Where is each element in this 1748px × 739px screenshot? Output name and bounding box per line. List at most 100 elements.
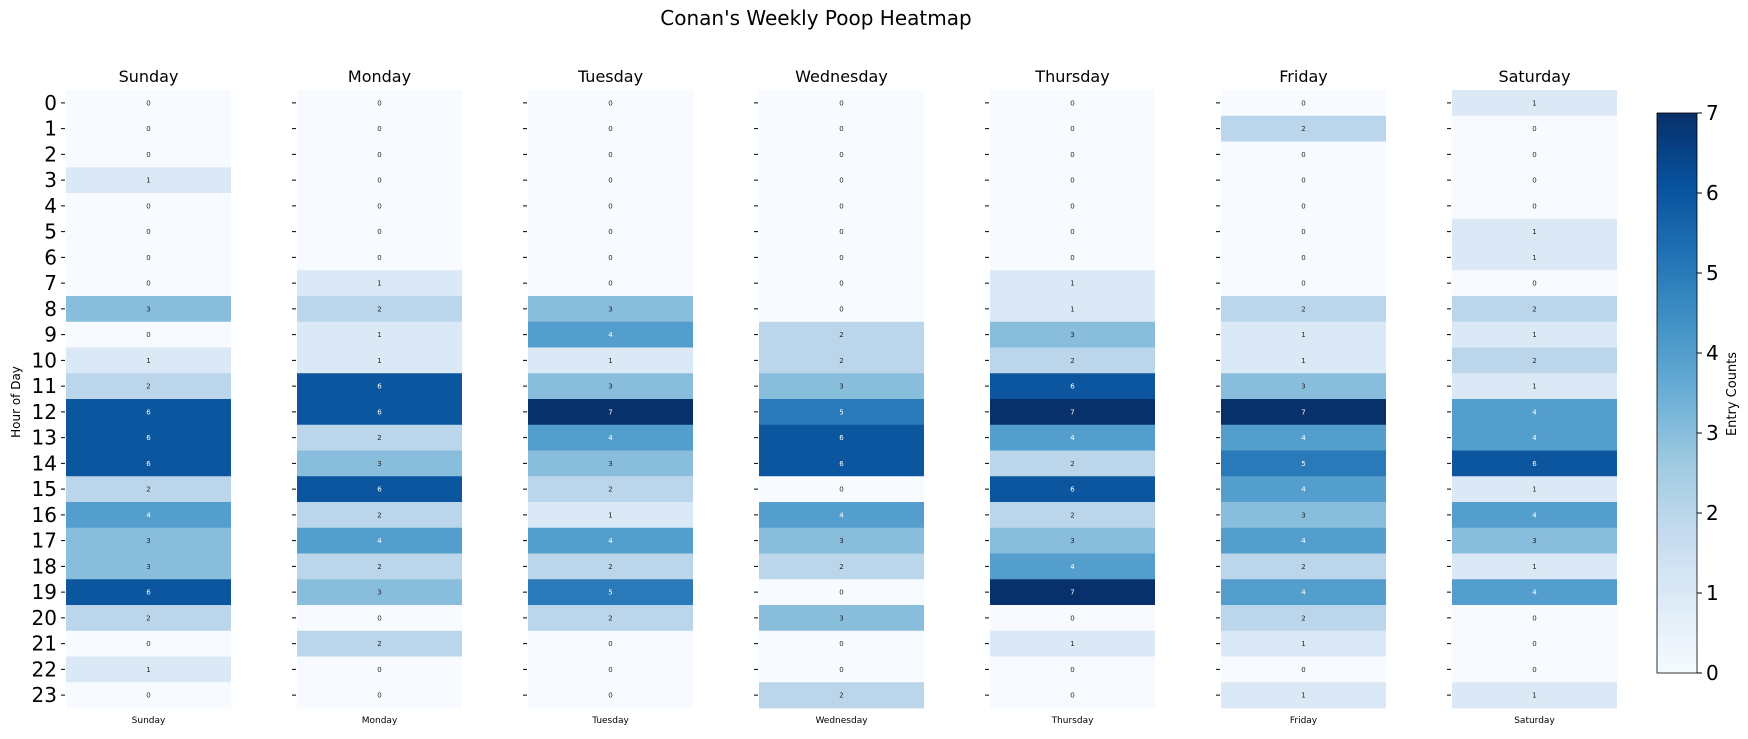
colorbar-gradient-slice — [1657, 141, 1697, 146]
heatmap-cell — [1452, 218, 1617, 245]
heatmap-cell — [759, 502, 924, 529]
colorbar-gradient-slice — [1657, 277, 1697, 282]
hour-tick-label: 12 — [32, 400, 57, 424]
x-tick-label: Thursday — [1051, 716, 1095, 726]
cell-value-label: 6 — [1532, 460, 1537, 468]
heatmap-cell — [990, 167, 1155, 194]
colorbar-tick-label: 0 — [1706, 661, 1719, 685]
colorbar-gradient-slice — [1657, 573, 1697, 578]
cell-value-label: 0 — [1070, 692, 1074, 700]
colorbar-gradient-slice — [1657, 565, 1697, 570]
colorbar-gradient-slice — [1657, 245, 1697, 250]
heatmap-cell — [66, 321, 231, 348]
colorbar-gradient-slice — [1657, 205, 1697, 210]
heatmap-cell — [1452, 373, 1617, 400]
cell-value-label: 4 — [608, 537, 613, 545]
heatmap-cell — [759, 630, 924, 657]
colorbar-gradient-slice — [1657, 485, 1697, 490]
colorbar-gradient-slice — [1657, 585, 1697, 590]
cell-value-label: 4 — [377, 537, 382, 545]
heatmap-cell — [297, 630, 462, 657]
day-panel: Thursday 0 0 0 0 0 0 0 1 1 3 2 6 7 4 2 6 2 3 4 7 0 1 0 0 Thursday — [985, 67, 1155, 726]
heatmap-cell — [1221, 218, 1386, 245]
cell-value-label: 0 — [1532, 151, 1536, 159]
cell-value-label: 0 — [377, 99, 381, 107]
colorbar-gradient-slice — [1657, 629, 1697, 634]
heatmap-cell — [1221, 399, 1386, 426]
heatmap-cell — [66, 579, 231, 606]
colorbar-gradient-slice — [1657, 185, 1697, 190]
cell-value-label: 1 — [377, 280, 381, 288]
heatmap-cell — [66, 244, 231, 271]
colorbar-gradient-slice — [1657, 377, 1697, 382]
cell-value-label: 1 — [1070, 305, 1074, 313]
colorbar-gradient-slice — [1657, 313, 1697, 318]
heatmap-cell — [297, 115, 462, 142]
heatmap-cell — [1452, 579, 1617, 606]
cell-value-label: 2 — [1070, 460, 1074, 468]
cell-value-label: 1 — [146, 666, 150, 674]
colorbar-gradient-slice — [1657, 237, 1697, 242]
heatmap-cell — [1452, 502, 1617, 529]
heatmap-cell — [297, 527, 462, 554]
hour-tick-label: 6 — [44, 245, 57, 269]
hour-tick-label: 2 — [44, 142, 57, 166]
heatmap-cell — [66, 270, 231, 297]
day-column-title: Wednesday — [795, 67, 888, 86]
heatmap-cell — [990, 424, 1155, 451]
heatmap-cell — [528, 373, 693, 400]
colorbar-gradient-slice — [1657, 229, 1697, 234]
colorbar-gradient-slice — [1657, 621, 1697, 626]
cell-value-label: 1 — [1532, 692, 1536, 700]
colorbar-gradient-slice — [1657, 265, 1697, 270]
hour-tick-label: 8 — [44, 297, 57, 321]
y-axis-label: Hour of Day — [9, 366, 23, 438]
cell-value-label: 0 — [146, 125, 150, 133]
heatmap-cell — [1452, 630, 1617, 657]
cell-value-label: 4 — [1301, 537, 1306, 545]
heatmap-cell — [990, 218, 1155, 245]
heatmap-cell — [528, 656, 693, 683]
cell-value-label: 0 — [377, 692, 381, 700]
cell-value-label: 1 — [1532, 228, 1536, 236]
cell-value-label: 0 — [839, 228, 843, 236]
hour-tick-label: 5 — [44, 220, 57, 244]
hour-tick-label: 0 — [44, 91, 57, 115]
heatmap-cell — [759, 141, 924, 168]
heatmap-cell — [297, 218, 462, 245]
cell-value-label: 0 — [839, 202, 843, 210]
heatmap-cell — [990, 347, 1155, 374]
colorbar-gradient-slice — [1657, 521, 1697, 526]
heatmap-cell — [297, 682, 462, 709]
colorbar-gradient-slice — [1657, 617, 1697, 622]
colorbar-gradient-slice — [1657, 125, 1697, 130]
hour-tick-label: 14 — [32, 451, 57, 475]
cell-value-label: 3 — [1301, 511, 1305, 519]
heatmap-cell — [1221, 502, 1386, 529]
heatmap-cell — [297, 553, 462, 580]
colorbar-gradient-slice — [1657, 149, 1697, 154]
cell-value-label: 1 — [1301, 692, 1305, 700]
colorbar-gradient-slice — [1657, 341, 1697, 346]
heatmap-cell — [528, 450, 693, 477]
heatmap-cell — [66, 218, 231, 245]
heatmap-cell — [1221, 347, 1386, 374]
heatmap-cell — [528, 347, 693, 374]
cell-value-label: 0 — [839, 99, 843, 107]
colorbar-gradient-slice — [1657, 373, 1697, 378]
cell-value-label: 0 — [377, 202, 381, 210]
heatmap-cell — [528, 605, 693, 632]
heatmap-cell — [990, 90, 1155, 117]
cell-value-label: 1 — [1532, 331, 1536, 339]
colorbar-gradient-slice — [1657, 661, 1697, 666]
heatmap-cell — [297, 399, 462, 426]
heatmap-cell — [990, 115, 1155, 142]
colorbar-gradient-slice — [1657, 137, 1697, 142]
cell-value-label: 0 — [1301, 254, 1305, 262]
heatmap-cell — [990, 476, 1155, 503]
heatmap-cell — [1452, 321, 1617, 348]
colorbar-gradient-slice — [1657, 201, 1697, 206]
cell-value-label: 0 — [1301, 177, 1305, 185]
cell-value-label: 0 — [146, 280, 150, 288]
colorbar-gradient-slice — [1657, 421, 1697, 426]
